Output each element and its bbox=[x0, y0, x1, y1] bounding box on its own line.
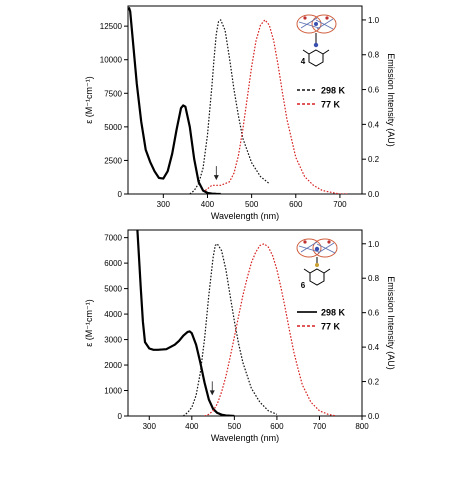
emission-298k-series-line bbox=[189, 19, 270, 194]
y-tick-label: 5000 bbox=[104, 123, 122, 132]
chart-panel-2: 300 400 500 600 700 800 0 1000 2000 3000 4000 5000 6… bbox=[84, 229, 396, 443]
absorption-series-line bbox=[128, 6, 221, 194]
chart-panel-1: 300 400 500 600 700 0 2500 5000 7500 10000 12500 0.… bbox=[84, 5, 396, 221]
x-tick-label: 600 bbox=[270, 422, 284, 431]
y-tick-label: 7500 bbox=[104, 89, 122, 98]
x-tick-label: 600 bbox=[289, 200, 303, 209]
compound-label: 6 bbox=[301, 281, 306, 290]
y2-tick-label: 0.6 bbox=[368, 309, 380, 318]
y2-tick-label: 0.2 bbox=[368, 155, 380, 164]
emission-77k-series-line bbox=[204, 19, 349, 194]
y-tick-label: 4000 bbox=[104, 310, 122, 319]
y2-tick-label: 0.4 bbox=[368, 120, 380, 129]
x-tick-label: 400 bbox=[185, 422, 199, 431]
y2-tick-label: 0.8 bbox=[368, 274, 380, 283]
y-tick-label: 0 bbox=[118, 412, 123, 421]
compound-label: 4 bbox=[301, 57, 306, 66]
x-tick-label: 700 bbox=[333, 200, 347, 209]
legend-label: 298 K bbox=[321, 308, 346, 318]
y2-tick-label: 1.0 bbox=[368, 240, 380, 249]
x-tick-label: 700 bbox=[313, 422, 327, 431]
y2-tick-label: 1.0 bbox=[368, 16, 380, 25]
y2-axis-label: Emission Intensity (AU) bbox=[386, 53, 396, 147]
x-tick-label: 300 bbox=[157, 200, 171, 209]
y-tick-label: 2000 bbox=[104, 361, 122, 370]
molecule-structure-icon-top bbox=[296, 14, 337, 67]
legend-label: 298 K bbox=[321, 86, 346, 96]
y-tick-label: 5000 bbox=[104, 285, 122, 294]
y-tick-label: 12500 bbox=[100, 22, 123, 31]
y-tick-label: 7000 bbox=[104, 234, 122, 243]
x-axis-label: Wavelength (nm) bbox=[211, 433, 279, 443]
x-tick-label: 500 bbox=[245, 200, 259, 209]
y-tick-label: 2500 bbox=[104, 156, 122, 165]
y-axis-label: ε (M⁻¹cm⁻¹) bbox=[84, 76, 94, 124]
emission-77k-series-line bbox=[204, 243, 337, 416]
emission-298k-series-line bbox=[182, 243, 278, 416]
y2-tick-label: 0.4 bbox=[368, 343, 380, 352]
y-axis-label: ε (M⁻¹cm⁻¹) bbox=[84, 299, 94, 347]
y2-tick-label: 0.8 bbox=[368, 51, 380, 60]
legend-label: 77 K bbox=[321, 100, 341, 110]
arrow-head bbox=[213, 175, 219, 181]
x-tick-label: 300 bbox=[143, 422, 157, 431]
x-tick-label: 800 bbox=[355, 422, 369, 431]
y-tick-label: 6000 bbox=[104, 259, 122, 268]
y2-tick-label: 0.2 bbox=[368, 378, 380, 387]
y2-tick-label: 0.0 bbox=[368, 412, 380, 421]
plot-frame bbox=[127, 229, 363, 417]
absorption-series-line bbox=[136, 230, 235, 416]
arrow-head bbox=[209, 390, 215, 396]
y-tick-label: 3000 bbox=[104, 336, 122, 345]
y-tick-label: 0 bbox=[118, 190, 123, 199]
x-tick-label: 500 bbox=[228, 422, 242, 431]
legend-label: 77 K bbox=[321, 322, 341, 332]
molecule-structure-icon-bottom bbox=[296, 238, 338, 286]
plot-frame bbox=[127, 5, 363, 195]
x-tick-label: 400 bbox=[201, 200, 215, 209]
y2-axis-label: Emission Intensity (AU) bbox=[386, 276, 396, 370]
y2-tick-label: 0.0 bbox=[368, 190, 380, 199]
x-axis-label: Wavelength (nm) bbox=[211, 211, 279, 221]
y2-tick-label: 0.6 bbox=[368, 86, 380, 95]
y-tick-label: 10000 bbox=[100, 56, 123, 65]
y-tick-label: 1000 bbox=[104, 387, 122, 396]
